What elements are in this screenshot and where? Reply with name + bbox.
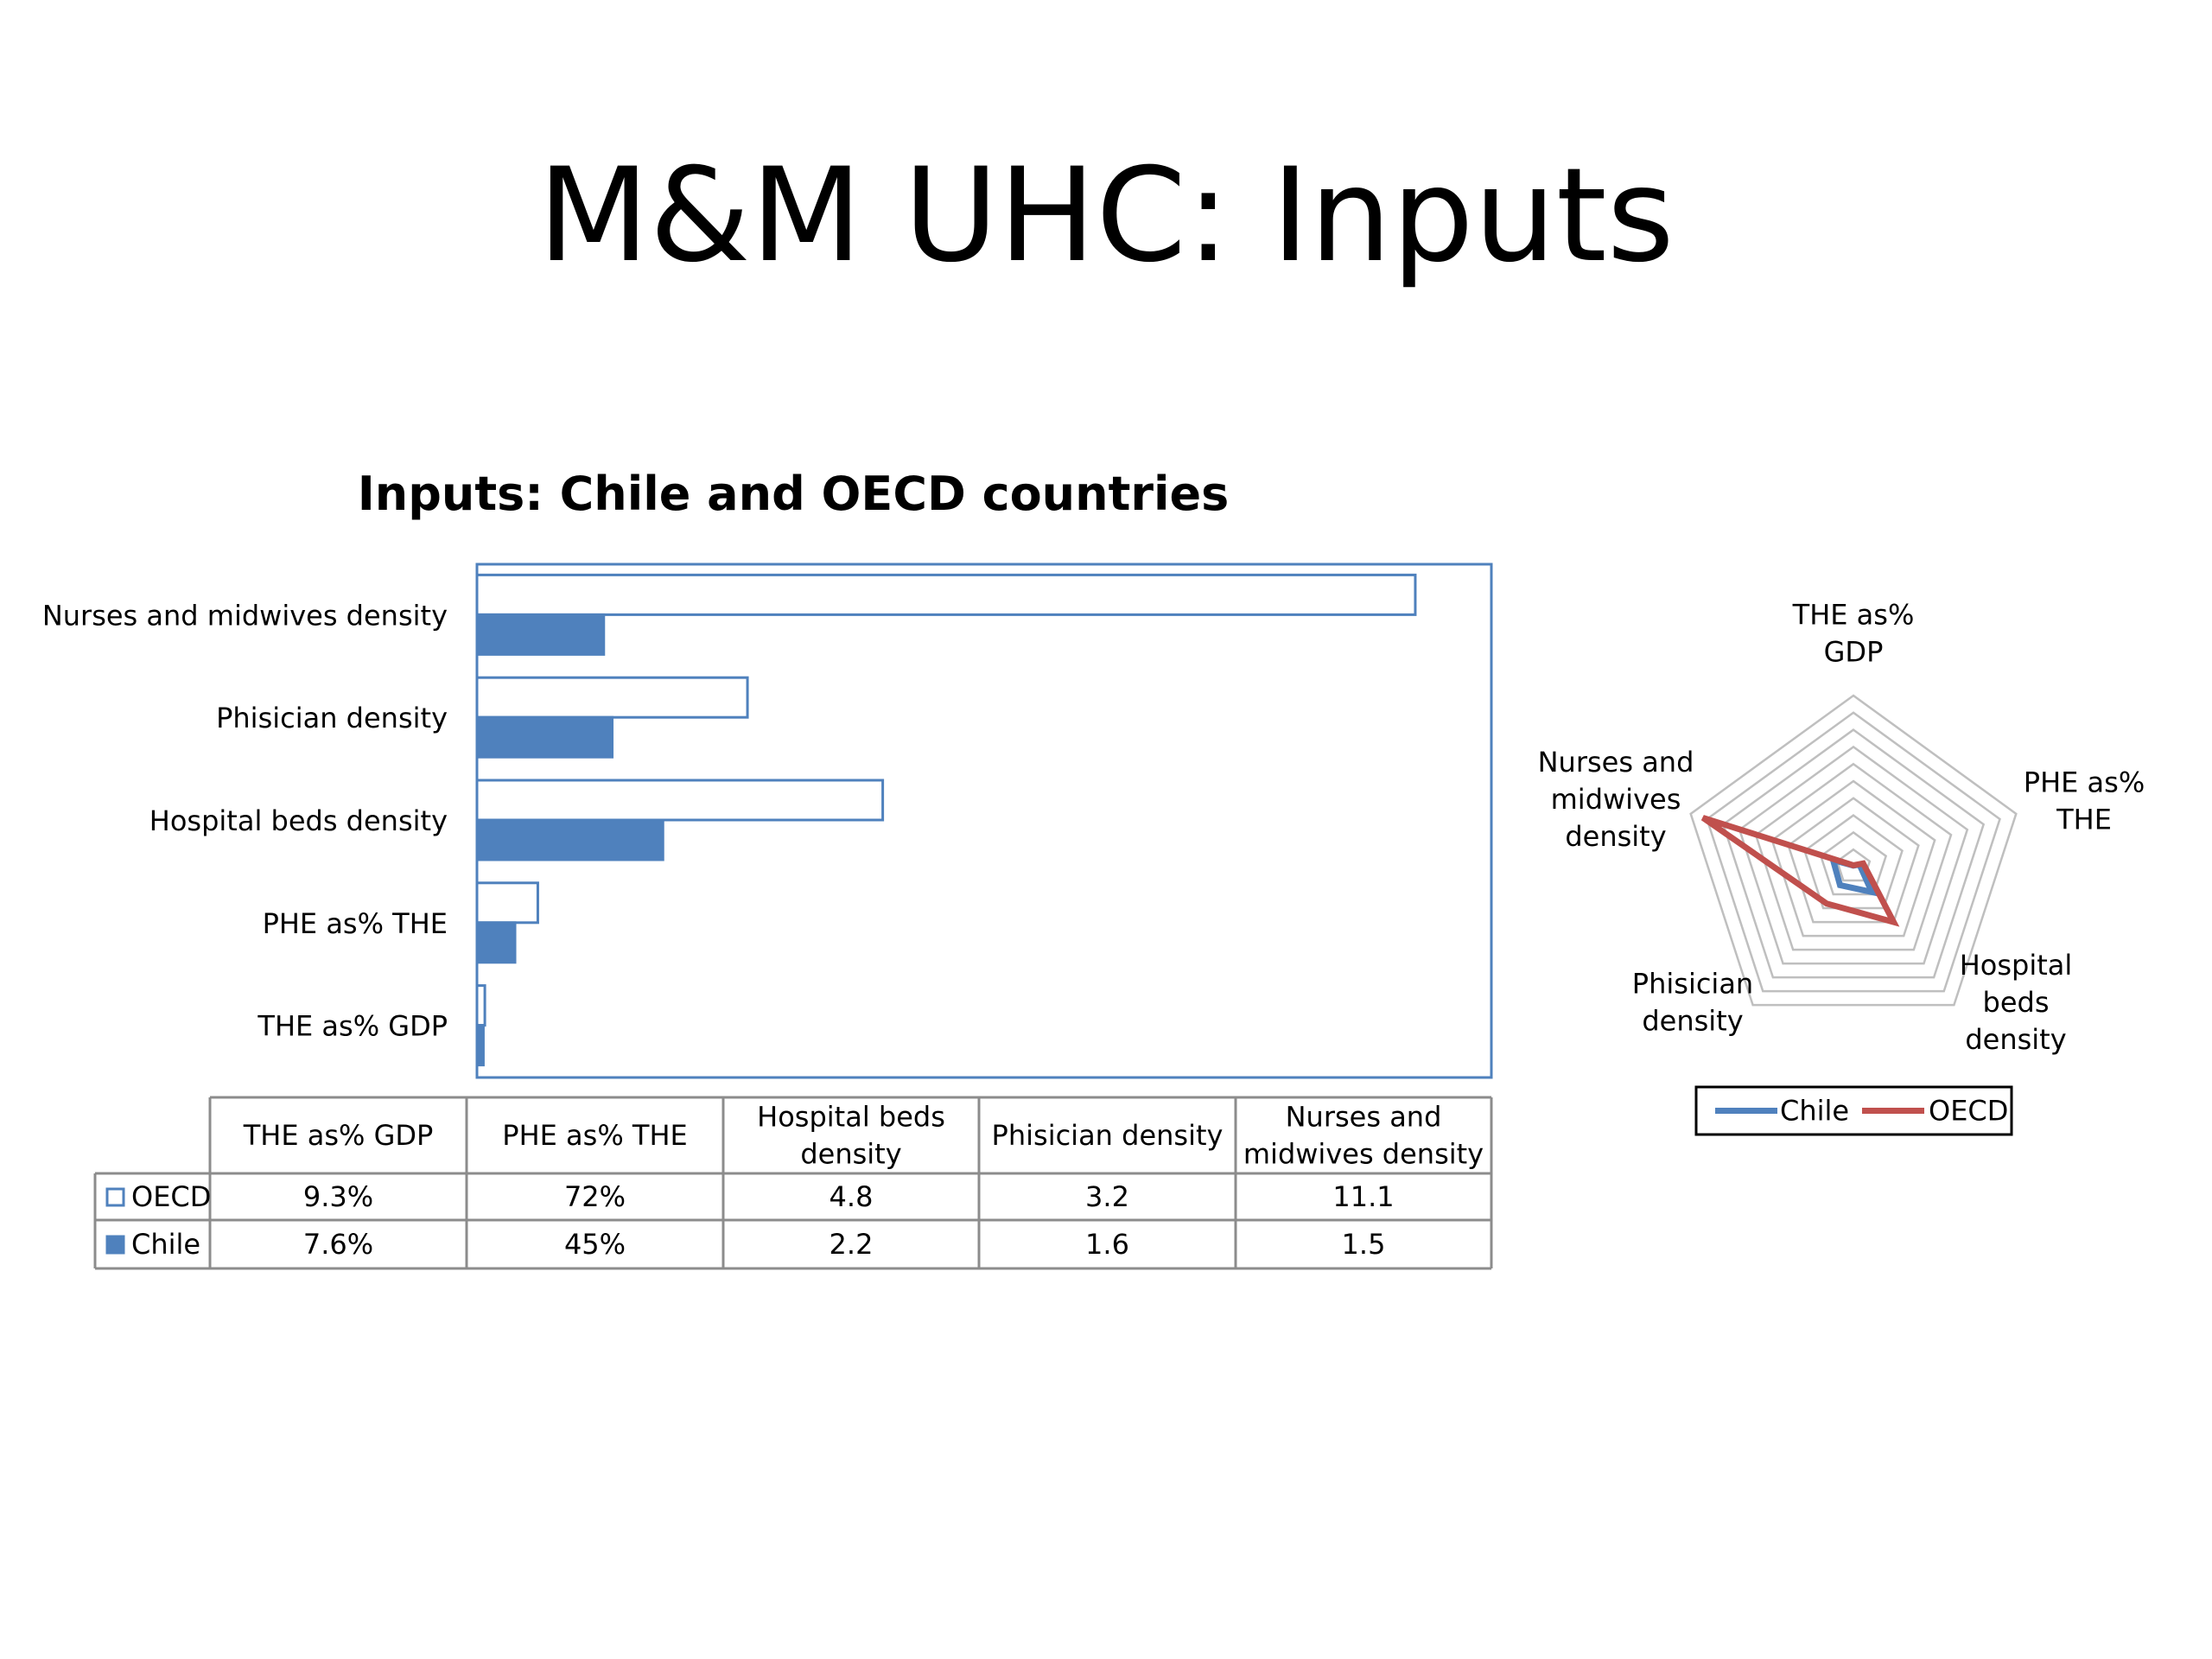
radar-legend (1694, 1085, 2013, 1136)
radar-gridline (1738, 745, 1969, 965)
table-cell-chile-nurses-and-midwives-density: 1.5 (1342, 1228, 1386, 1261)
table-cell-chile-phe-as-the: 45% (564, 1228, 626, 1261)
radar-legend-label-oecd: OECD (1929, 1095, 2008, 1128)
table-cell-oecd-the-as-gdp: 9.3% (303, 1180, 373, 1213)
radar-axis-label-hospital-beds-density: Hospital beds density (1960, 949, 2073, 1056)
bar-oecd-phe-as-the (475, 881, 539, 925)
table-row-label-oecd: OECD (131, 1180, 211, 1213)
table-cell-chile-phisician-density: 1.6 (1085, 1228, 1129, 1261)
bar-oecd-nurses-and-midwives-density (475, 573, 1417, 616)
bar-chart: Inputs: Chile and OECD countries THE as% … (42, 467, 1493, 1079)
radar-legend-label-chile: Chile (1780, 1095, 1849, 1128)
data-table: THE as% GDP PHE as% THE Hospital beds densi… (93, 1096, 1493, 1270)
table-header-hospital-beds-density: Hospital beds density (757, 1101, 945, 1171)
table-legend-key-chile (105, 1235, 125, 1255)
table-header-the-as-gdp: THE as% GDP (243, 1119, 434, 1152)
category-label-the-as-gdp: THE as% GDP (257, 1010, 448, 1043)
radar-gridline (1721, 728, 1986, 979)
table-cell-oecd-phisician-density: 3.2 (1085, 1180, 1129, 1213)
bar-oecd-phisician-density (475, 676, 749, 719)
bar-chile-the-as-gdp (475, 1024, 485, 1067)
radar-gridline (1754, 762, 1953, 951)
radar-axis-label-the-as-gdp: THE as% GDP (1792, 599, 1915, 669)
bar-oecd-hospital-beds-density (475, 779, 885, 822)
bar-oecd-the-as-gdp (475, 984, 486, 1027)
table-cell-chile-the-as-gdp: 7.6% (303, 1228, 373, 1261)
radar-gridline (1819, 830, 1888, 896)
table-cell-chile-hospital-beds-density: 2.2 (830, 1228, 874, 1261)
table-cell-oecd-phe-as-the: 72% (564, 1180, 626, 1213)
bar-chart-title: Inputs: Chile and OECD countries (358, 467, 1230, 521)
table-cell-oecd-nurses-and-midwives-density: 11.1 (1332, 1180, 1394, 1213)
category-label-phe-as-the: PHE as% THE (263, 907, 448, 940)
radar-axis-label-nurses-and-midwives-density: Nurses and midwives density (1538, 746, 1694, 853)
radar-axis-label-phe-as-the: PHE as% THE (2024, 766, 2145, 836)
table-legend-key-oecd (105, 1187, 125, 1207)
category-label-hospital-beds-density: Hospital beds density (149, 804, 448, 837)
table-row-label-chile: Chile (131, 1228, 200, 1261)
table-header-nurses-and-midwives-density: Nurses and midwives density (1243, 1101, 1484, 1171)
table-header-phisician-density: Phisician density (992, 1119, 1224, 1152)
radar-gridline (1770, 779, 1936, 938)
radar-gridline (1689, 694, 2018, 1007)
slide-title: M&M UHC: Inputs (537, 141, 1675, 291)
radar-gridline (1787, 797, 1920, 924)
category-label-phisician-density: Phisician density (216, 702, 448, 734)
bar-chile-phisician-density (475, 715, 614, 759)
radar-series-oecd (1700, 815, 1900, 927)
radar-axis-label-phisician-density: Phisician density (1632, 968, 1753, 1038)
table-header-phe-as-the: PHE as% THE (502, 1119, 687, 1152)
bar-chile-phe-as-the (475, 921, 517, 964)
bar-chile-nurses-and-midwives-density (475, 613, 606, 656)
radar-gridline (1706, 711, 2001, 993)
category-label-nurses-and-midwives-density: Nurses and midwives density (42, 599, 448, 632)
bar-chile-hospital-beds-density (475, 818, 664, 861)
radar-chart: THE as% GDP PHE as% THE Hospital beds density P… (1538, 599, 2145, 1136)
table-cell-oecd-hospital-beds-density: 4.8 (830, 1180, 874, 1213)
